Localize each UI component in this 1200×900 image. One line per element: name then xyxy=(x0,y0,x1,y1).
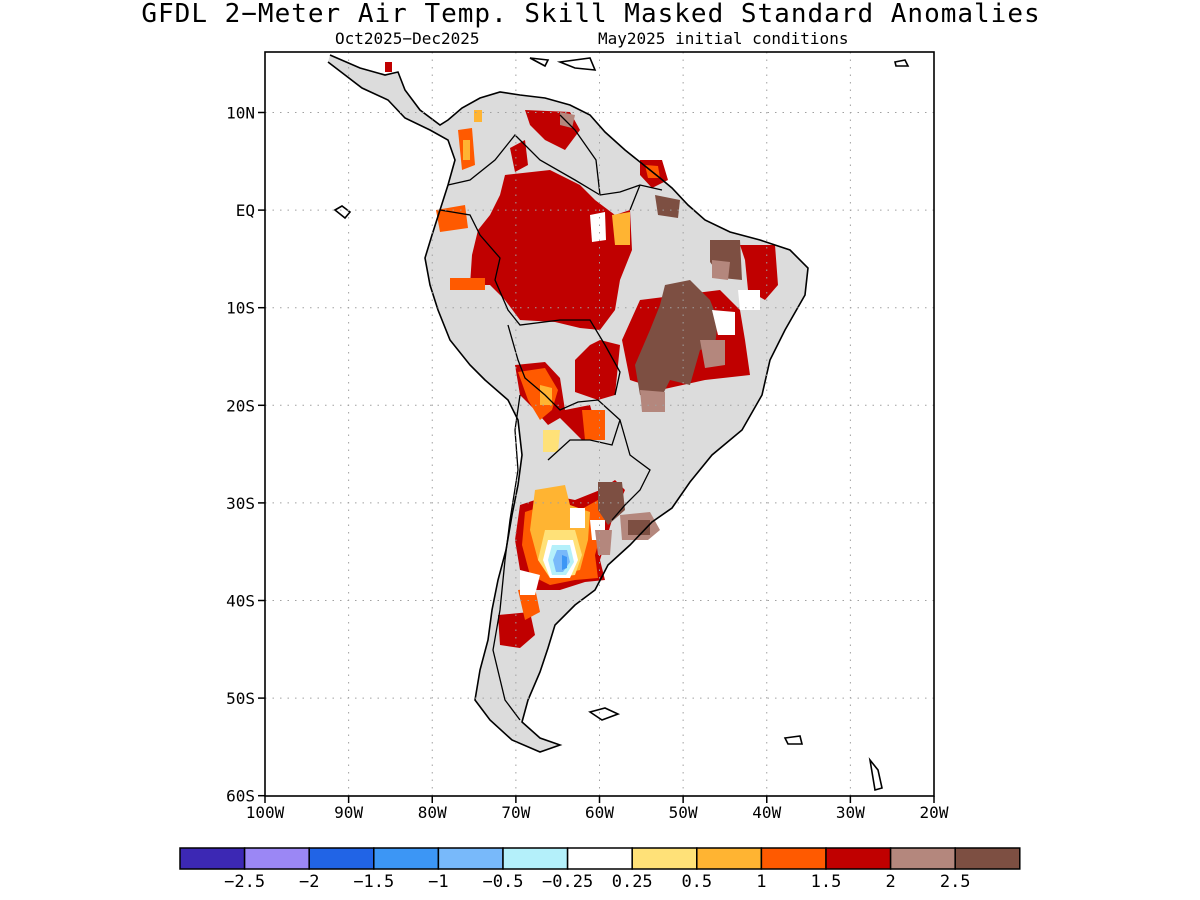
anomaly-shading xyxy=(385,62,778,648)
initial-conditions: May2025 initial conditions xyxy=(598,29,849,48)
colorbar-swatch xyxy=(825,847,892,870)
colorbar-label: −1 xyxy=(428,872,448,892)
colorbar-label: −0.25 xyxy=(542,872,593,892)
lat-label: EQ xyxy=(236,201,255,220)
colorbar-label: 0.5 xyxy=(681,872,712,892)
lon-label: 40W xyxy=(752,803,781,822)
colorbar-label: −1.5 xyxy=(353,872,394,892)
colorbar-swatch xyxy=(566,847,633,870)
colorbar-swatch xyxy=(954,847,1021,870)
lon-label: 90W xyxy=(334,803,363,822)
colorbar-swatch xyxy=(631,847,698,870)
colorbar-swatch xyxy=(889,847,956,870)
colorbar-swatch xyxy=(308,847,375,870)
axis-ticks xyxy=(258,111,935,803)
lat-label: 30S xyxy=(226,494,255,513)
colorbar-swatch xyxy=(179,847,246,870)
coastlines xyxy=(327,54,910,792)
chart-title: GFDL 2−Meter Air Temp. Skill Masked Stan… xyxy=(141,0,1041,29)
colorbar-label: 2 xyxy=(885,872,895,892)
lat-label: 60S xyxy=(226,787,255,806)
colorbar-label: 0.25 xyxy=(612,872,653,892)
colorbar-swatch xyxy=(502,847,569,870)
colorbar-swatch xyxy=(373,847,440,870)
country-borders xyxy=(439,114,663,721)
forecast-period: Oct2025−Dec2025 xyxy=(335,29,480,48)
colorbar-label: −0.5 xyxy=(483,872,524,892)
lat-label: 40S xyxy=(226,592,255,611)
colorbar-label: 1.5 xyxy=(811,872,842,892)
colorbar-swatch xyxy=(437,847,504,870)
longitude-labels: 100W 90W 80W 70W 60W 50W 40W 30W 20W xyxy=(246,803,949,822)
lon-label: 20W xyxy=(920,803,949,822)
colorbar-labels: −2.5 −2 −1.5 −1 −0.5 −0.25 0.25 0.5 1 1.5 2 2.5 xyxy=(224,872,970,892)
lat-label: 10N xyxy=(226,104,255,123)
colorbar xyxy=(179,847,1021,870)
colorbar-swatch xyxy=(696,847,763,870)
lon-label: 70W xyxy=(501,803,530,822)
lon-label: 80W xyxy=(418,803,447,822)
lon-label: 60W xyxy=(585,803,614,822)
colorbar-swatch xyxy=(243,847,310,870)
lat-label: 10S xyxy=(226,299,255,318)
lat-label: 50S xyxy=(226,689,255,708)
colorbar-swatch xyxy=(760,847,827,870)
lon-label: 30W xyxy=(836,803,865,822)
colorbar-label: 1 xyxy=(756,872,766,892)
colorbar-label: 2.5 xyxy=(940,872,971,892)
lon-label: 50W xyxy=(669,803,698,822)
south-america-landmass xyxy=(328,55,808,752)
lat-label: 20S xyxy=(226,396,255,415)
colorbar-label: −2 xyxy=(299,872,319,892)
lon-label: 100W xyxy=(246,803,285,822)
latitude-labels: 10N EQ 10S 20S 30S 40S 50S 60S xyxy=(226,104,255,806)
colorbar-label: −2.5 xyxy=(224,872,265,892)
